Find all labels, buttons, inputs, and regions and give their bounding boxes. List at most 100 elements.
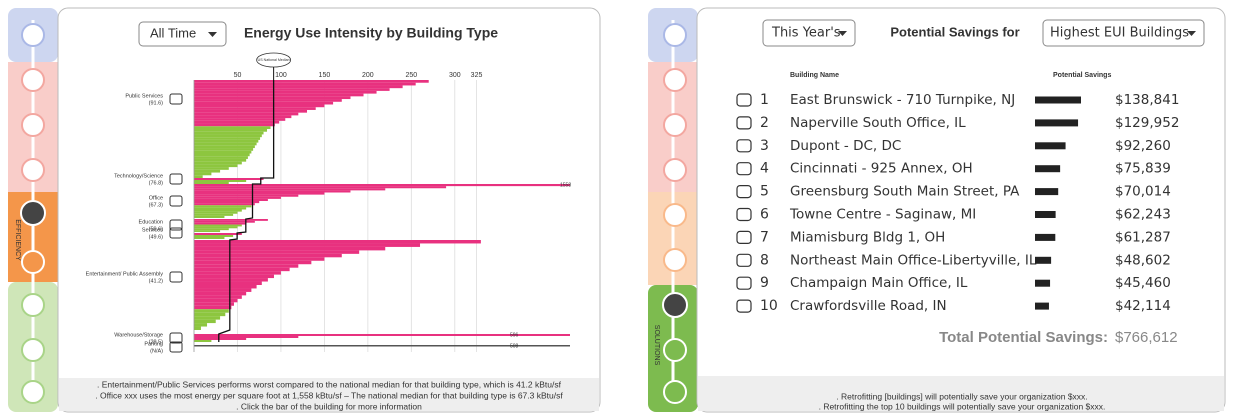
left-footer-bg bbox=[59, 378, 599, 411]
bar bbox=[194, 323, 208, 327]
bar bbox=[194, 80, 429, 83]
right-footer-bg bbox=[698, 376, 1224, 411]
type-icon bbox=[169, 173, 183, 185]
rank: 6 bbox=[760, 207, 769, 223]
chart: 50 100 150 200 250 300 325 Public Services(91.6… bbox=[86, 58, 572, 355]
bar bbox=[194, 233, 242, 235]
bar bbox=[194, 180, 247, 182]
footer-note: . Retrofitting the top 10 buildings will… bbox=[819, 401, 1106, 411]
median-label: (N/A) bbox=[150, 348, 163, 354]
bar bbox=[194, 243, 421, 247]
savings-value: $61,287 bbox=[1115, 229, 1171, 245]
left-sidebar: EFFICIENCY bbox=[8, 8, 58, 412]
dropdown-text: This Year's bbox=[771, 26, 841, 41]
category-label: Office bbox=[149, 195, 163, 201]
bar bbox=[194, 112, 299, 116]
column-header: Building Name bbox=[790, 72, 839, 79]
bar bbox=[194, 237, 225, 239]
bar bbox=[194, 150, 252, 154]
bars bbox=[194, 80, 570, 347]
bar bbox=[194, 107, 316, 110]
savings-bar bbox=[1035, 165, 1061, 173]
bar bbox=[194, 190, 351, 193]
median-title: US National Median bbox=[258, 58, 290, 62]
bar bbox=[194, 186, 447, 189]
dropdown-text: All Time bbox=[150, 25, 196, 40]
bar bbox=[194, 215, 225, 218]
median-label: (49.6) bbox=[149, 234, 164, 240]
building-icon bbox=[736, 185, 752, 199]
bar bbox=[194, 319, 216, 324]
type-icon bbox=[169, 332, 183, 344]
bar bbox=[194, 129, 268, 132]
bar bbox=[194, 198, 268, 201]
x-tick-label: 325 bbox=[471, 72, 483, 79]
building-name: Greensburg South Main Street, PA bbox=[790, 184, 1020, 200]
x-tick-label: 200 bbox=[362, 72, 374, 79]
bar bbox=[194, 142, 257, 146]
median-label: (28.5) bbox=[149, 339, 164, 345]
period-dropdown[interactable]: This Year's bbox=[762, 19, 856, 47]
bar bbox=[194, 156, 248, 159]
savings-bar bbox=[1035, 119, 1079, 127]
bar bbox=[194, 205, 252, 208]
nav-label[interactable]: EFFICIENCY bbox=[14, 219, 21, 261]
scope-dropdown[interactable]: Highest EUI Buildings bbox=[1042, 19, 1205, 47]
bar bbox=[194, 158, 247, 162]
bar bbox=[194, 134, 262, 138]
bar bbox=[194, 203, 255, 206]
bar bbox=[194, 194, 299, 197]
bar bbox=[194, 316, 221, 320]
left-panel bbox=[57, 7, 601, 413]
x-tick-label: 300 bbox=[449, 72, 461, 79]
bar bbox=[194, 336, 299, 338]
bar bbox=[194, 184, 570, 187]
x-tick-label: 250 bbox=[405, 72, 417, 79]
building-icon bbox=[736, 299, 752, 313]
bar bbox=[194, 240, 481, 244]
type-icon bbox=[169, 195, 183, 207]
bar bbox=[194, 253, 342, 258]
bar bbox=[194, 246, 386, 251]
bar bbox=[194, 196, 281, 199]
bar bbox=[194, 178, 264, 180]
bar bbox=[194, 288, 252, 292]
savings-bar bbox=[1035, 256, 1052, 264]
period-dropdown[interactable]: All Time bbox=[138, 21, 227, 47]
rank: 5 bbox=[760, 184, 769, 200]
bar bbox=[194, 334, 570, 336]
type-icon bbox=[169, 341, 183, 353]
savings-value: $75,839 bbox=[1115, 161, 1171, 177]
building-icon bbox=[736, 139, 752, 153]
category-label: Education bbox=[139, 219, 163, 225]
rank: 7 bbox=[760, 229, 769, 245]
savings-value: $42,114 bbox=[1115, 298, 1171, 314]
bar bbox=[194, 182, 229, 184]
bar bbox=[194, 213, 234, 216]
bar bbox=[194, 211, 238, 214]
nav-label[interactable]: SOLUTIONS bbox=[653, 325, 660, 366]
bar bbox=[194, 145, 255, 149]
bar bbox=[194, 188, 386, 191]
footer-note: . Retrofitting [buildings] will potentia… bbox=[836, 391, 1087, 401]
bar bbox=[194, 175, 203, 178]
bar bbox=[194, 250, 360, 254]
bar bbox=[194, 104, 325, 108]
footer-note: . Office xxx uses the most energy per sq… bbox=[95, 390, 563, 400]
bar bbox=[194, 90, 377, 94]
bar bbox=[194, 137, 261, 140]
savings-bar bbox=[1035, 302, 1049, 310]
bar bbox=[194, 88, 390, 91]
building-icon bbox=[736, 230, 752, 244]
bar bbox=[194, 228, 229, 231]
bar bbox=[194, 340, 212, 342]
bar bbox=[194, 85, 403, 89]
bar bbox=[194, 201, 260, 204]
x-tick-label: 150 bbox=[319, 72, 331, 79]
bar bbox=[194, 281, 262, 285]
building-name: Northeast Main Office-Libertyville, IL bbox=[790, 252, 1037, 268]
bar bbox=[194, 295, 242, 299]
bar bbox=[194, 164, 238, 168]
total-label: Total Potential Savings: bbox=[939, 329, 1108, 346]
